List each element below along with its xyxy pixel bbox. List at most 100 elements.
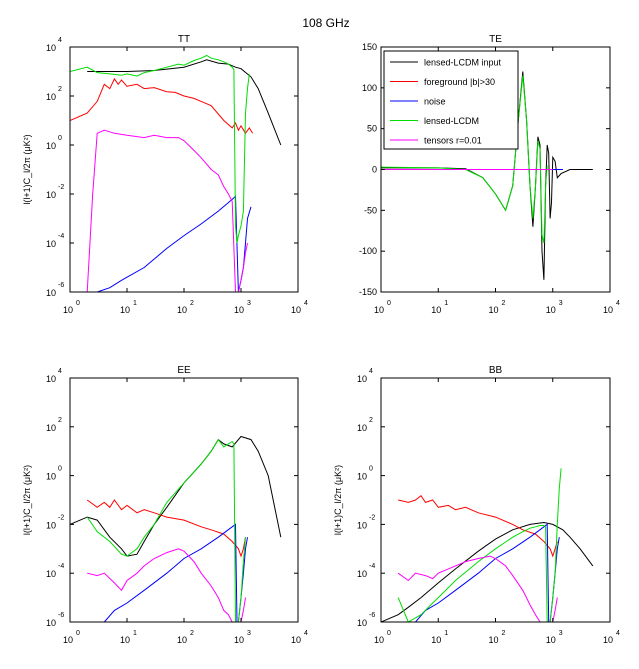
x-tick-label-exponent: 1 xyxy=(133,630,137,637)
x-tick-label-base: 10 xyxy=(488,635,498,645)
x-tick-label-exponent: 3 xyxy=(559,300,563,307)
series-line-tensors-r-0-01 xyxy=(86,129,248,292)
x-tick-label-exponent: 4 xyxy=(616,630,620,637)
x-tick-label-base: 10 xyxy=(234,305,244,315)
x-tick-label-base: 10 xyxy=(63,305,73,315)
series-line-lensed-lcdm xyxy=(70,54,250,244)
series-line-lensed-lcdm-input xyxy=(381,521,594,622)
x-tick-label-exponent: 0 xyxy=(387,630,391,637)
panel-tt: TT10010110210310410-610-410-2100102104l(… xyxy=(22,34,308,315)
figure-title: 108 GHz xyxy=(302,16,349,30)
y-tick-label-base: 10 xyxy=(46,423,56,433)
y-tick-label-exponent: 0 xyxy=(58,135,62,142)
x-tick-label-base: 10 xyxy=(374,305,384,315)
y-tick-label-exponent: -4 xyxy=(369,563,375,570)
y-tick-label-exponent: 2 xyxy=(58,417,62,424)
series-line-lensed-lcdm xyxy=(397,468,562,622)
y-tick-label-exponent: -6 xyxy=(58,282,64,289)
y-tick-label-exponent: -6 xyxy=(58,612,64,619)
y-tick-label-base: 10 xyxy=(46,569,56,579)
x-tick-label-exponent: 1 xyxy=(444,630,448,637)
y-tick-label-base: 10 xyxy=(46,141,56,151)
panel-bb: BB10010110210310410-610-410-2100102104l(… xyxy=(333,365,620,645)
y-axis-label: l(l+1)C_l/2π (μK²) xyxy=(333,465,343,535)
legend-entry: tensors r=0.01 xyxy=(424,136,482,146)
x-tick-label-exponent: 0 xyxy=(387,300,391,307)
x-tick-label-base: 10 xyxy=(120,635,130,645)
series-line-foreground-b-30 xyxy=(70,77,254,135)
y-tick-label-base: 10 xyxy=(46,520,56,530)
x-tick-label-exponent: 2 xyxy=(190,630,194,637)
panel-title: TE xyxy=(489,34,502,45)
y-tick-label-base: 10 xyxy=(46,472,56,482)
y-tick-label-exponent: -2 xyxy=(369,514,375,521)
y-axis-label: l(l+1)C_l/2π (μK²) xyxy=(22,465,32,535)
y-tick-label: 100 xyxy=(362,83,377,93)
x-tick-label-base: 10 xyxy=(374,635,384,645)
x-tick-label-exponent: 4 xyxy=(304,630,308,637)
x-tick-label-exponent: 4 xyxy=(304,300,308,307)
series-line-noise xyxy=(415,523,560,622)
panel-title: BB xyxy=(489,365,503,376)
legend-entry: lensed-LCDM input xyxy=(424,58,502,68)
y-tick-label: -100 xyxy=(359,246,377,256)
y-tick-label-base: 10 xyxy=(46,92,56,102)
x-tick-label-base: 10 xyxy=(546,305,556,315)
x-tick-label-exponent: 2 xyxy=(502,300,506,307)
axes-box xyxy=(69,377,299,623)
legend-entry: lensed-LCDM xyxy=(424,116,479,126)
y-tick-label-base: 10 xyxy=(46,288,56,298)
y-tick-label-base: 10 xyxy=(357,520,367,530)
y-tick-label-base: 10 xyxy=(357,569,367,579)
series-line-noise xyxy=(103,523,248,622)
x-tick-label-exponent: 1 xyxy=(133,300,137,307)
y-tick-label-base: 10 xyxy=(357,472,367,482)
x-tick-label-base: 10 xyxy=(603,635,613,645)
x-tick-label-base: 10 xyxy=(291,635,301,645)
x-tick-label-base: 10 xyxy=(177,635,187,645)
legend-box xyxy=(383,50,519,150)
series-line-tensors-r-0-01 xyxy=(87,548,246,622)
series-line-noise xyxy=(97,195,252,292)
x-tick-label-base: 10 xyxy=(120,305,130,315)
series-group xyxy=(70,435,282,622)
y-tick-label-exponent: -2 xyxy=(58,184,64,191)
y-tick-label: 0 xyxy=(372,165,377,175)
y-tick-label-exponent: 0 xyxy=(58,466,62,473)
x-tick-label-base: 10 xyxy=(546,635,556,645)
x-tick-label-base: 10 xyxy=(488,305,498,315)
y-tick-label-exponent: 2 xyxy=(369,417,373,424)
legend-entry: foreground |b|>30 xyxy=(424,77,495,87)
y-tick-label-base: 10 xyxy=(357,423,367,433)
y-tick-label-base: 10 xyxy=(46,190,56,200)
series-line-foreground-b-30 xyxy=(86,499,246,558)
series-group xyxy=(70,54,282,292)
x-tick-label-base: 10 xyxy=(177,305,187,315)
y-tick-label: 150 xyxy=(362,42,377,52)
x-tick-label-base: 10 xyxy=(291,305,301,315)
panel-ee: EE10010110210310410-610-410-2100102104l(… xyxy=(22,365,308,645)
series-line-lensed-lcdm xyxy=(86,438,246,622)
x-tick-label-exponent: 3 xyxy=(559,630,563,637)
panel-title: EE xyxy=(177,365,191,376)
x-tick-label-exponent: 0 xyxy=(76,300,80,307)
x-tick-label-base: 10 xyxy=(431,305,441,315)
legend: lensed-LCDM input foreground |b|>30 noise l… xyxy=(383,50,519,150)
x-tick-label-exponent: 2 xyxy=(190,300,194,307)
x-tick-label-exponent: 4 xyxy=(616,300,620,307)
y-tick-label-base: 10 xyxy=(357,374,367,384)
series-group xyxy=(381,71,593,280)
y-tick-label-exponent: -6 xyxy=(369,612,375,619)
y-tick-label: -150 xyxy=(359,287,377,297)
panels: TT10010110210310410-610-410-2100102104l(… xyxy=(22,34,620,645)
x-tick-label-base: 10 xyxy=(63,635,73,645)
y-tick-label-exponent: 2 xyxy=(58,86,62,93)
y-tick-label: 50 xyxy=(367,124,377,134)
series-line-foreground-b-30 xyxy=(398,494,558,558)
series-line-lensed-lcdm xyxy=(381,75,548,244)
x-tick-label-base: 10 xyxy=(603,305,613,315)
y-tick-label-exponent: 4 xyxy=(58,368,62,375)
y-tick-label-base: 10 xyxy=(46,618,56,628)
x-tick-label-base: 10 xyxy=(234,635,244,645)
